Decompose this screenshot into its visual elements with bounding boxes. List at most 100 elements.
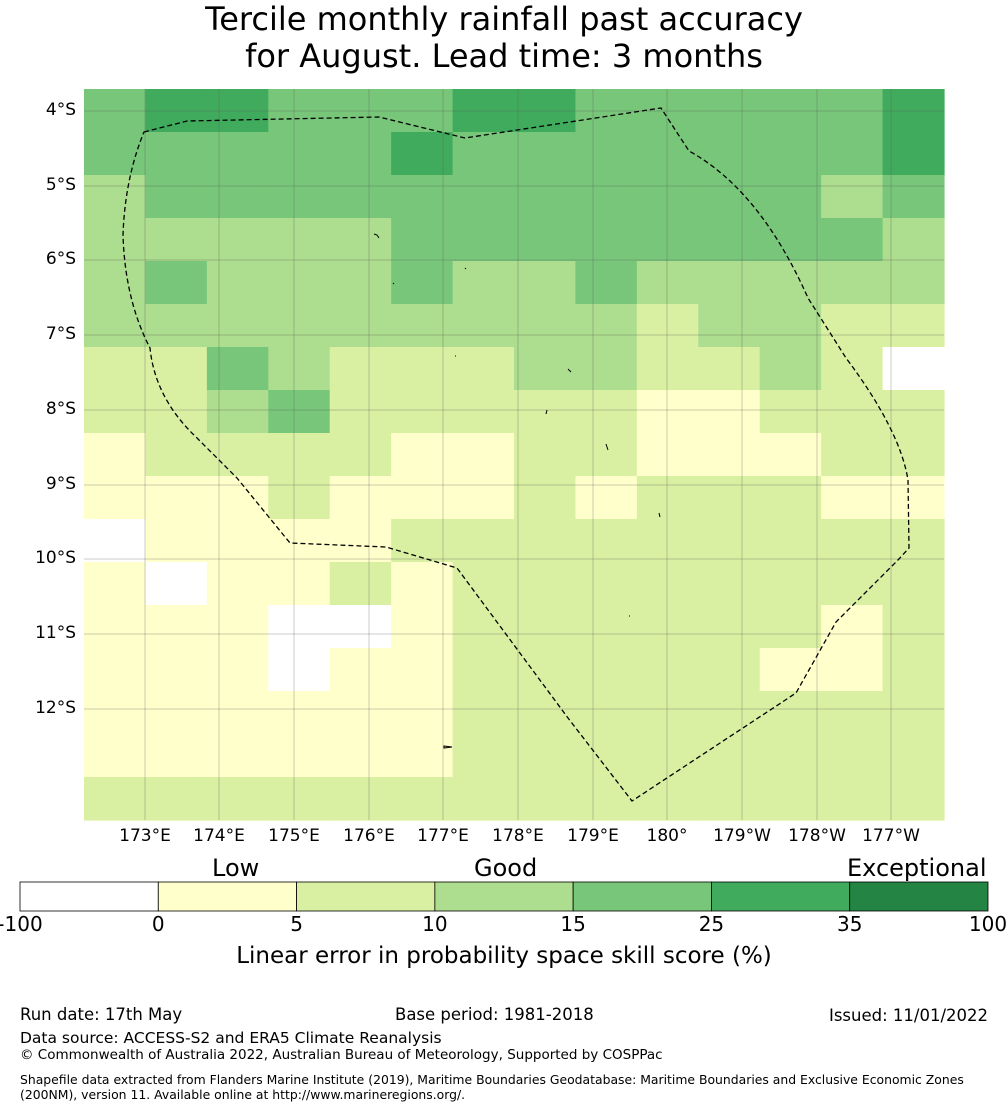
grid-cell [698,261,761,305]
grid-cell [575,218,638,262]
grid-cell [514,476,577,520]
grid-cell [145,261,208,305]
island [658,512,661,518]
grid-cell [391,734,454,778]
grid-cell [575,562,638,606]
grid-cell [452,476,515,520]
grid-cell [391,476,454,520]
grid-cell [84,304,147,348]
grid-cell [575,433,638,477]
grid-cell [206,175,269,219]
grid-cell [759,691,822,735]
grid-cell [882,476,945,520]
island [464,267,467,270]
grid-cell [329,304,392,348]
colorbar-tick-label: -100 [0,912,43,936]
colorbar-category-good: Good [474,854,538,882]
grid-cell [268,648,331,692]
latitude-label: 5°S [45,175,76,195]
grid-cell [698,390,761,434]
grid-cell [329,519,392,563]
grid-cell [452,605,515,649]
grid-cell [329,261,392,305]
island [392,282,395,285]
grid-cell [759,605,822,649]
grid-cell [145,648,208,692]
grid-cell [514,261,577,305]
grid-cell [268,390,331,434]
grid-cell [698,734,761,778]
grid-cell [84,691,147,735]
grid-cell [391,390,454,434]
run-date: Run date: 17th May [20,1005,183,1024]
grid-cell [391,132,454,176]
grid-cell [821,304,884,348]
grid-cell [206,691,269,735]
grid-cell [84,519,147,563]
longitude-label: 177°W [862,826,920,846]
island [373,233,380,239]
grid-cell [145,777,208,821]
title-line-1: Tercile monthly rainfall past accuracy [205,0,803,38]
grid-cell [575,691,638,735]
grid-cell [882,605,945,649]
longitude-label: 175°E [268,826,320,846]
grid-cell [821,476,884,520]
grid-cell [145,175,208,219]
colorbar-bin [711,881,851,912]
grid-cell [514,519,577,563]
grid-cell [882,519,945,563]
longitude-label: 180° [646,826,688,846]
grid-cell [821,433,884,477]
grid-cell [268,691,331,735]
grid-cell [636,347,699,391]
grid-cell [821,261,884,305]
grid-cell [391,304,454,348]
grid-cell [206,562,269,606]
eez-boundary [122,107,910,802]
copyright: © Commonwealth of Australia 2022, Austra… [20,1047,663,1063]
grid-cell [84,777,147,821]
grid-cell [268,519,331,563]
grid-cell [145,734,208,778]
colorbar-category-low: Low [212,854,260,882]
grid-cell [84,648,147,692]
longitude-label: 179°W [713,826,771,846]
grid-cell [575,519,638,563]
latitude-label: 4°S [45,100,76,120]
grid-cell [329,562,392,606]
island [567,368,572,373]
grid-cell [268,261,331,305]
latitude-label: 9°S [45,474,76,494]
longitude-label: 173°E [119,826,171,846]
grid-cell [698,304,761,348]
grid-cell [84,734,147,778]
longitude-label: 178°E [492,826,544,846]
data-source: Data source: ACCESS-S2 and ERA5 Climate … [20,1029,442,1047]
latitude-label: 6°S [45,249,76,269]
grid-cell [84,347,147,391]
grid-cell [145,562,208,606]
grid-cell [698,519,761,563]
grid-cell [145,347,208,391]
grid-cell [514,433,577,477]
grid-cell [268,218,331,262]
grid-cell [821,562,884,606]
grid-cell [698,605,761,649]
grid-cell [452,519,515,563]
grid-cell [391,691,454,735]
grid-cell [145,476,208,520]
grid-cell [636,605,699,649]
grid-cell [636,132,699,176]
grid-cell [882,777,945,821]
grid-cell [636,734,699,778]
grid-cell [636,519,699,563]
colorbar-bin [157,881,297,912]
latitude-label: 7°S [45,324,76,344]
grid-cell [636,218,699,262]
island [605,443,609,451]
grid-cell [759,304,822,348]
grid-cell [882,218,945,262]
grid-cell [84,433,147,477]
grid-cell [514,304,577,348]
